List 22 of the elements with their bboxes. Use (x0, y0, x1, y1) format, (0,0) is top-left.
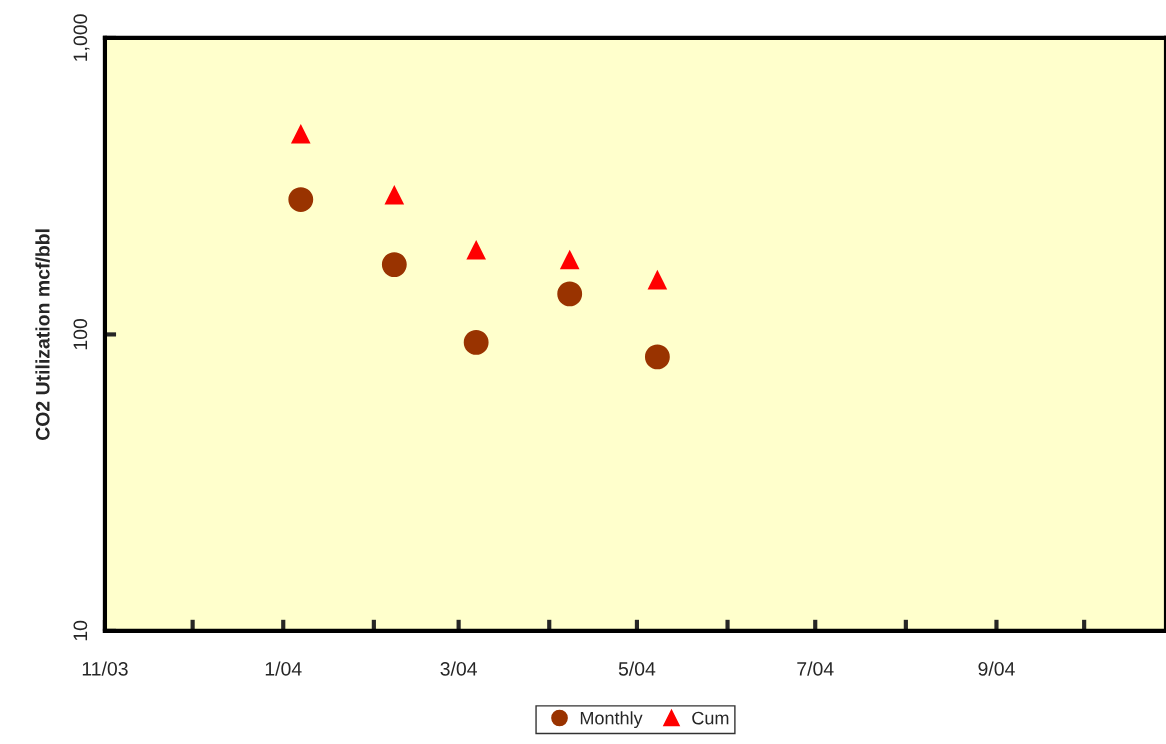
point (384, 184, 405, 205)
x-tick-label: 1/04 (265, 661, 302, 676)
point (557, 281, 583, 307)
point (290, 123, 311, 144)
point (647, 269, 668, 290)
point (559, 249, 580, 270)
x-tick-label: 7/04 (797, 661, 834, 676)
x-tick-label: 11/03 (82, 661, 128, 676)
y-tick-label: 10 (73, 620, 88, 641)
point (381, 252, 407, 278)
legend-label: Cum (692, 711, 729, 725)
x-tick-label: 9/04 (978, 661, 1015, 676)
point (466, 239, 486, 260)
x-tick-label: 5/04 (618, 661, 656, 676)
point (288, 187, 314, 212)
point (463, 329, 489, 355)
x-tick-label: 3/04 (440, 661, 477, 676)
y-tick-label: 100 (73, 318, 88, 350)
y-axis-title: CO2 Utilization mcf/bbl (35, 229, 50, 441)
point (644, 344, 670, 370)
legend-label: Monthly (580, 711, 643, 729)
y-tick-label: 1,000 (73, 14, 90, 61)
